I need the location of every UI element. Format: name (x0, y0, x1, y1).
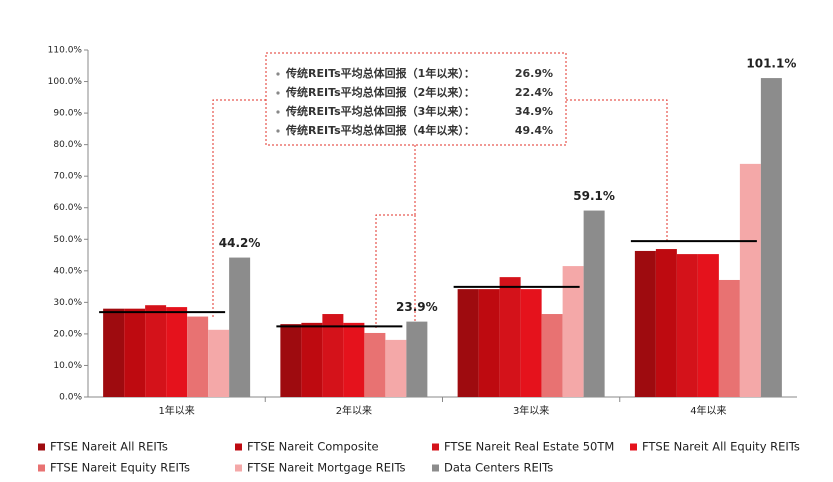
annotation-text: 传统REITs平均总体回报（2年以来）： (285, 85, 475, 99)
bar (718, 279, 740, 397)
bar (229, 257, 251, 397)
bar (385, 339, 407, 397)
bar (301, 322, 323, 397)
y-tick-label: 20.0% (53, 329, 82, 339)
x-tick-label: 2年以来 (336, 404, 372, 417)
bar (103, 308, 125, 397)
data-label: 101.1% (746, 57, 796, 71)
annotation-connectors (212, 52, 668, 328)
annotation-value: 26.9% (515, 67, 553, 80)
y-tick-label: 60.0% (53, 203, 82, 213)
x-tick-label: 3年以来 (513, 404, 549, 417)
bar (739, 163, 761, 397)
legend-label: FTSE Nareit All Equity REITs (642, 440, 800, 454)
bar (364, 332, 386, 397)
y-tick-label: 0.0% (59, 393, 82, 403)
bar (343, 322, 365, 397)
annotation-bullet (276, 91, 280, 95)
bar (697, 254, 719, 397)
bar (562, 266, 584, 397)
bar (655, 249, 677, 397)
legend-swatch (38, 464, 45, 472)
annotation-value: 34.9% (515, 105, 553, 118)
bar (166, 307, 188, 397)
legend-label: FTSE Nareit All REITs (50, 440, 168, 454)
bar (676, 254, 698, 397)
bar (760, 78, 782, 398)
y-tick-label: 70.0% (53, 172, 82, 182)
y-tick-label: 30.0% (53, 298, 82, 308)
annotation-text: 传统REITs平均总体回报（4年以来）： (285, 123, 475, 137)
legend-label: FTSE Nareit Mortgage REITs (247, 461, 406, 475)
bar (583, 210, 605, 397)
bar (322, 314, 344, 397)
bar (478, 289, 500, 397)
legend-swatch (38, 443, 45, 451)
annotation-value: 22.4% (515, 86, 553, 99)
y-tick-label: 80.0% (53, 140, 82, 150)
bar (499, 277, 521, 397)
y-tick-label: 90.0% (53, 109, 82, 119)
bar (145, 305, 167, 397)
annotation-bullet (276, 72, 280, 76)
annotation-text: 传统REITs平均总体回报（1年以来）： (285, 66, 475, 80)
y-tick-label: 50.0% (53, 235, 82, 245)
y-tick-label: 100.0% (48, 77, 83, 87)
x-tick-label: 1年以来 (158, 404, 194, 417)
legend-swatch (432, 443, 439, 451)
bar (541, 314, 563, 397)
annotation-bullet (276, 110, 280, 114)
y-tick-label: 10.0% (53, 361, 82, 371)
bar (457, 289, 479, 397)
bar (124, 308, 146, 397)
bar (406, 321, 428, 397)
legend-label: FTSE Nareit Composite (247, 440, 379, 454)
legend-swatch (235, 464, 242, 472)
data-label: 59.1% (573, 189, 615, 203)
bar (520, 289, 542, 397)
legend-label: FTSE Nareit Real Estate 50TM (444, 440, 614, 454)
y-tick-label: 40.0% (53, 266, 82, 276)
legend-label: FTSE Nareit Equity REITs (50, 461, 190, 475)
annotation-text: 传统REITs平均总体回报（3年以来）： (285, 104, 475, 118)
data-label: 23.9% (396, 300, 438, 314)
bar (187, 316, 209, 397)
legend-swatch (235, 443, 242, 451)
x-tick-label: 4年以来 (690, 404, 726, 417)
annotation-value: 49.4% (515, 124, 553, 137)
legend-swatch (432, 464, 439, 472)
y-tick-label: 110.0% (48, 46, 83, 56)
legend-label: Data Centers REITs (444, 461, 553, 475)
annotation-bullet (276, 129, 280, 133)
bar (280, 324, 302, 397)
legend-swatch (630, 443, 637, 451)
data-label: 44.2% (219, 236, 261, 250)
bar (634, 250, 656, 397)
bar (208, 329, 230, 397)
